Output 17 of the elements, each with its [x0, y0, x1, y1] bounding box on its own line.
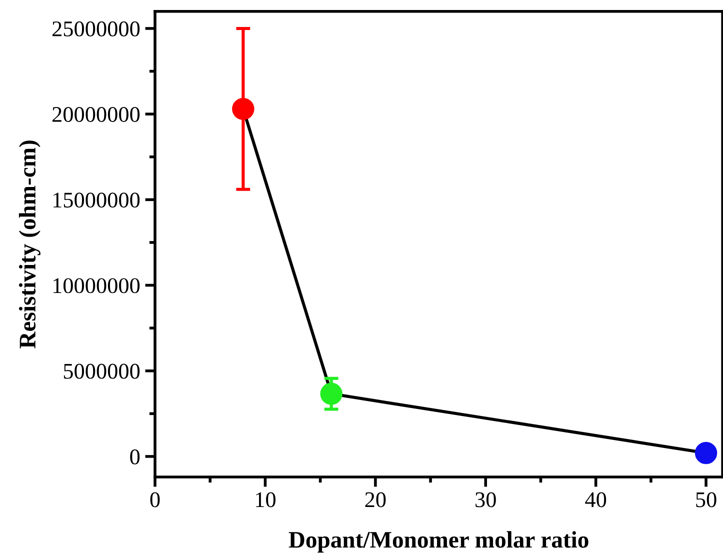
point: [694, 442, 718, 464]
y-tick-label: 5000000: [64, 364, 140, 379]
x-tick-label: 20: [365, 492, 386, 508]
point: [320, 382, 342, 405]
y-tick-label: 0: [130, 449, 140, 464]
point: [232, 98, 254, 120]
y-tick-label: 10000000: [53, 278, 140, 294]
x-axis-title: Dopant/Monomer molar ratio: [288, 531, 588, 553]
y-tick-label: 25000000: [52, 21, 140, 36]
x-tick-label: 10: [256, 492, 276, 508]
y-tick-label: 15000000: [53, 192, 140, 208]
x-tick-label: 30: [476, 492, 496, 508]
x-tick-label: 0: [150, 492, 160, 508]
y-axis-title: Resistivity (ohm-cm): [18, 140, 40, 348]
y-tick-label: 20000000: [52, 106, 140, 122]
x-tick-label: 50: [696, 492, 716, 508]
x-tick-label: 40: [585, 492, 606, 508]
